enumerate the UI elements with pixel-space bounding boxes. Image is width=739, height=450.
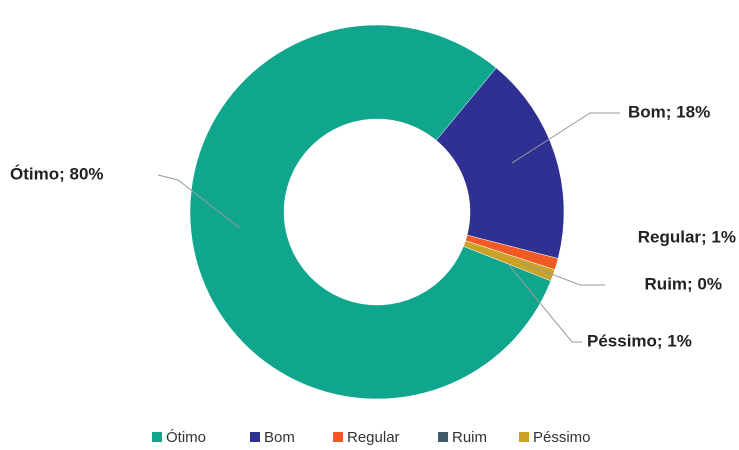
donut-slice: [189, 24, 552, 400]
legend-label: Ruim: [452, 429, 487, 446]
data-label: Ótimo; 80%: [10, 164, 104, 183]
legend-swatch: [152, 432, 162, 442]
legend-swatch: [333, 432, 343, 442]
legend-swatch: [438, 432, 448, 442]
legend-label: Regular: [347, 429, 400, 446]
legend-swatch: [519, 432, 529, 442]
leader-line: [511, 112, 620, 164]
legend-label: Ótimo: [166, 429, 206, 446]
legend-label: Bom: [264, 429, 295, 446]
donut-slice: [463, 240, 556, 282]
legend-label: Péssimo: [533, 429, 591, 446]
data-label: Péssimo; 1%: [587, 331, 692, 350]
data-label: Regular; 1%: [638, 227, 736, 246]
leader-line: [519, 261, 605, 286]
data-label: Ruim; 0%: [645, 274, 722, 293]
legend-swatch: [250, 432, 260, 442]
leader-line: [157, 174, 241, 229]
donut-slice: [435, 67, 565, 259]
leader-line: [507, 263, 582, 343]
data-label: Bom; 18%: [628, 102, 710, 121]
